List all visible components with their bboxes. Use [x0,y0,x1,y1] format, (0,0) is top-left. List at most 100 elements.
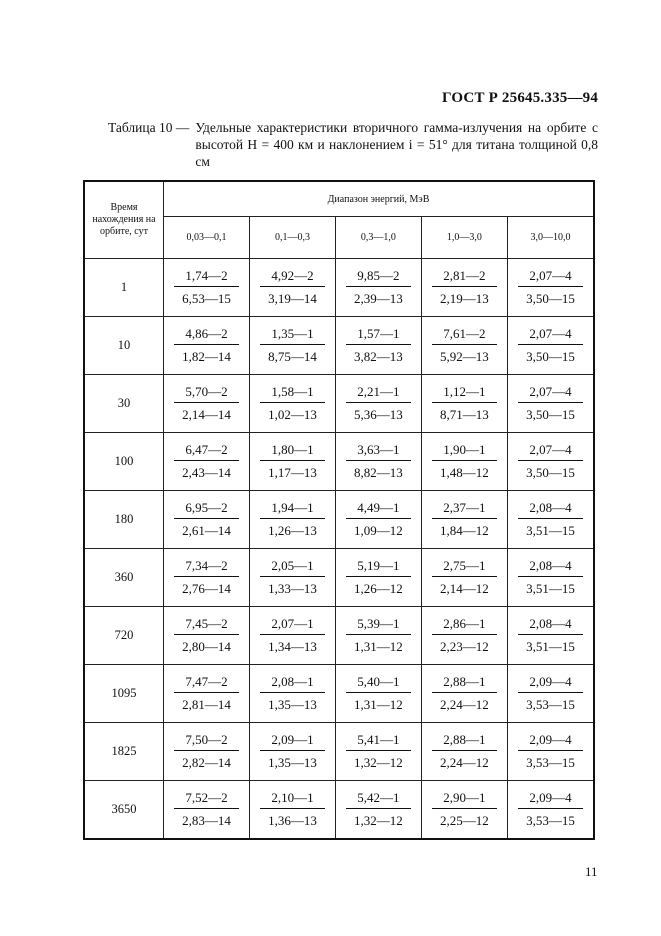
value-cell: 2,88—1 2,24—12 [420,664,508,723]
numerator: 2,75—1 [432,558,497,577]
numerator: 2,10—1 [260,790,325,809]
numerator: 2,09—4 [518,790,583,809]
numerator: 2,09—1 [260,732,325,751]
denominator: 1,02—13 [268,406,317,422]
value-cell: 2,08—4 3,51—15 [506,606,595,665]
fraction: 7,34—2 2,76—14 [174,558,239,596]
value-cell: 1,90—1 1,48—12 [420,432,508,491]
fraction: 5,19—1 1,26—12 [346,558,411,596]
numerator: 5,19—1 [346,558,411,577]
data-table: Время нахождения на орбите, сут Диапазон… [83,180,595,840]
value-cell: 2,07—4 3,50—15 [506,432,595,491]
fraction: 5,42—1 1,32—12 [346,790,411,828]
numerator: 4,92—2 [260,268,325,287]
value-cell: 7,45—2 2,80—14 [163,606,250,665]
column-header: 0,3—1,0 [334,216,422,259]
numerator: 2,07—4 [518,326,583,345]
fraction: 1,35—1 8,75—14 [260,326,325,364]
value-cell: 2,86—1 2,23—12 [420,606,508,665]
value-cell: 2,09—4 3,53—15 [506,780,595,840]
denominator: 2,39—13 [354,290,403,306]
time-cell: 1095 [83,664,164,723]
fraction: 2,10—1 1,36—13 [260,790,325,828]
denominator: 1,26—13 [268,522,317,538]
numerator: 9,85—2 [346,268,411,287]
value-cell: 1,80—1 1,17—13 [248,432,336,491]
numerator: 6,47—2 [174,442,239,461]
fraction: 2,07—4 3,50—15 [518,442,583,480]
denominator: 1,82—14 [182,348,231,364]
time-cell: 180 [83,490,164,549]
fraction: 2,09—1 1,35—13 [260,732,325,770]
numerator: 4,86—2 [174,326,239,345]
denominator: 3,50—15 [526,290,575,306]
numerator: 7,52—2 [174,790,239,809]
value-cell: 2,81—2 2,19—13 [420,258,508,317]
document-code: ГОСТ Р 25645.335—94 [442,90,599,106]
fraction: 7,52—2 2,83—14 [174,790,239,828]
fraction: 9,85—2 2,39—13 [346,268,411,306]
denominator: 2,23—12 [440,638,489,654]
denominator: 5,36—13 [354,406,403,422]
fraction: 6,47—2 2,43—14 [174,442,239,480]
table-row: 10 4,86—2 1,82—14 1,35—1 8,75—14 1,57—1 3,82—1… [83,316,595,375]
fraction: 7,61—2 5,92—13 [432,326,497,364]
denominator: 2,43—14 [182,464,231,480]
numerator: 1,90—1 [432,442,497,461]
value-cell: 2,08—4 3,51—15 [506,490,595,549]
fraction: 2,09—4 3,53—15 [518,674,583,712]
fraction: 1,80—1 1,17—13 [260,442,325,480]
numerator: 2,81—2 [432,268,497,287]
fraction: 2,08—1 1,35—13 [260,674,325,712]
time-cell: 360 [83,548,164,607]
denominator: 3,51—15 [526,522,575,538]
denominator: 3,53—15 [526,812,575,828]
numerator: 3,63—1 [346,442,411,461]
numerator: 2,86—1 [432,616,497,635]
denominator: 2,61—14 [182,522,231,538]
table-row: 1 1,74—2 6,53—15 4,92—2 3,19—14 9,85—2 2,39—13… [83,258,595,317]
value-cell: 5,19—1 1,26—12 [334,548,422,607]
value-cell: 2,10—1 1,36—13 [248,780,336,840]
value-cell: 2,07—1 1,34—13 [248,606,336,665]
value-cell: 2,09—1 1,35—13 [248,722,336,781]
numerator: 5,42—1 [346,790,411,809]
table-row: 360 7,34—2 2,76—14 2,05—1 1,33—13 5,19—1 1,26—… [83,548,595,607]
denominator: 3,53—15 [526,696,575,712]
value-cell: 2,08—4 3,51—15 [506,548,595,607]
value-cell: 4,49—1 1,09—12 [334,490,422,549]
table-row: 30 5,70—2 2,14—14 1,58—1 1,02—13 2,21—1 5,36—1… [83,374,595,433]
numerator: 5,40—1 [346,674,411,693]
fraction: 5,70—2 2,14—14 [174,384,239,422]
fraction: 2,37—1 1,84—12 [432,500,497,538]
value-cell: 2,90—1 2,25—12 [420,780,508,840]
denominator: 1,34—13 [268,638,317,654]
numerator: 2,90—1 [432,790,497,809]
fraction: 2,07—4 3,50—15 [518,326,583,364]
time-cell: 1 [83,258,164,317]
denominator: 5,92—13 [440,348,489,364]
denominator: 1,84—12 [440,522,489,538]
value-cell: 1,94—1 1,26—13 [248,490,336,549]
denominator: 1,17—13 [268,464,317,480]
fraction: 1,90—1 1,48—12 [432,442,497,480]
numerator: 1,80—1 [260,442,325,461]
value-cell: 4,92—2 3,19—14 [248,258,336,317]
fraction: 2,08—4 3,51—15 [518,500,583,538]
fraction: 3,63—1 8,82—13 [346,442,411,480]
numerator: 2,07—4 [518,442,583,461]
numerator: 2,09—4 [518,732,583,751]
denominator: 2,24—12 [440,754,489,770]
numerator: 2,88—1 [432,732,497,751]
value-cell: 2,75—1 2,14—12 [420,548,508,607]
value-cell: 1,35—1 8,75—14 [248,316,336,375]
fraction: 5,40—1 1,31—12 [346,674,411,712]
value-cell: 3,63—1 8,82—13 [334,432,422,491]
denominator: 3,53—15 [526,754,575,770]
numerator: 2,05—1 [260,558,325,577]
denominator: 2,24—12 [440,696,489,712]
time-cell: 720 [83,606,164,665]
fraction: 2,05—1 1,33—13 [260,558,325,596]
fraction: 2,08—4 3,51—15 [518,558,583,596]
numerator: 7,45—2 [174,616,239,635]
